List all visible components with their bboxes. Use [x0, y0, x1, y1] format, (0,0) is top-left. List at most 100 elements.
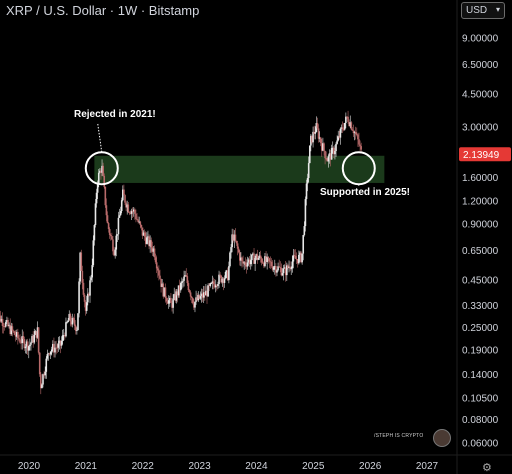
candle-body	[338, 136, 341, 138]
candle-body	[102, 165, 104, 176]
candle-body	[50, 349, 53, 352]
candle-body	[278, 266, 280, 268]
candle-body	[55, 347, 57, 349]
candle-body	[78, 281, 80, 314]
candle-body	[257, 258, 260, 260]
candle-body	[288, 266, 290, 268]
candle-body	[303, 226, 306, 236]
candle-body	[187, 283, 190, 291]
candle-body	[251, 254, 253, 261]
candle-body	[221, 278, 224, 283]
candle-body	[241, 257, 243, 262]
candle-body	[316, 123, 319, 129]
candle-body	[209, 283, 212, 286]
candle-body	[282, 268, 285, 274]
candle-body	[317, 128, 320, 139]
candle-body	[230, 247, 232, 253]
candle-body	[32, 336, 34, 343]
candle-body	[94, 203, 97, 226]
candle-body	[191, 297, 194, 304]
candle-body	[300, 252, 302, 263]
candle-body	[31, 336, 33, 343]
x-axis[interactable]: 2020 2021 2022 2023 2024 2025 2026 2027	[18, 461, 439, 472]
candle-body	[290, 268, 292, 270]
candle-body	[204, 292, 206, 296]
y-axis[interactable]: 9.00000 6.50000 4.50000 3.00000 1.60000 1.200…	[462, 34, 499, 450]
currency-selector[interactable]: USD ▾	[461, 2, 505, 19]
chart-title: XRP / U.S. Dollar · 1W · Bitstamp	[6, 3, 200, 18]
candle-body	[172, 298, 174, 308]
candle-body	[88, 293, 90, 296]
candle-body	[62, 335, 65, 336]
y-tick-label: 1.60000	[462, 173, 499, 184]
currency-label: USD	[466, 5, 488, 16]
candle-body	[45, 358, 48, 372]
candle-body	[83, 294, 86, 302]
candle-body	[322, 143, 324, 151]
candle-body	[235, 240, 238, 244]
candle-body	[169, 297, 171, 301]
candle-body	[101, 165, 103, 173]
annotation-rejected: Rejected in 2021!	[74, 109, 156, 120]
candle-body	[360, 146, 362, 150]
candle-body	[326, 159, 329, 162]
candle-body	[319, 137, 322, 144]
candle-body	[167, 300, 170, 304]
candle-body	[293, 254, 296, 256]
candle-body	[96, 183, 99, 193]
candle-body	[211, 281, 214, 284]
candle-body	[308, 145, 311, 164]
support-resistance-zone	[94, 155, 385, 183]
candle-body	[177, 285, 180, 296]
candle-body	[275, 266, 277, 273]
x-tick-label: 2026	[359, 461, 382, 472]
gear-icon[interactable]: ⚙	[482, 462, 492, 474]
candle-body	[237, 248, 240, 253]
candle-body	[99, 170, 101, 173]
candle-body	[74, 325, 77, 331]
candle-body	[354, 132, 357, 135]
candle-body	[30, 342, 32, 345]
candle-body	[268, 258, 271, 262]
candle-body	[272, 267, 275, 270]
candle-body	[349, 122, 352, 126]
candle-body	[188, 290, 191, 293]
candle-body	[196, 297, 198, 301]
candle-body	[27, 346, 30, 351]
x-tick-label: 2025	[302, 461, 325, 472]
candle-body	[174, 293, 177, 301]
candle-body	[351, 129, 354, 131]
candle-body	[310, 135, 312, 146]
candle-body	[76, 330, 78, 331]
candle-body	[253, 253, 255, 264]
candle-body	[258, 255, 261, 259]
candle-body	[35, 331, 38, 338]
x-tick-label: 2023	[188, 461, 211, 472]
candle-body	[189, 292, 192, 297]
candle-body	[328, 153, 331, 157]
candle-body	[294, 255, 297, 259]
candle-body	[301, 253, 303, 263]
candle-body	[47, 353, 50, 355]
candle-body	[33, 334, 36, 343]
candle-body	[43, 374, 45, 376]
candle-body	[18, 338, 20, 340]
candle-body	[91, 265, 93, 278]
highlight-circles	[84, 123, 376, 186]
candle-body	[57, 343, 60, 348]
y-tick-label: 6.50000	[462, 60, 499, 71]
candle-body	[67, 320, 69, 323]
candle-body	[48, 353, 51, 355]
candle-body	[176, 291, 179, 296]
candle-body	[342, 129, 345, 131]
candle-body	[0, 315, 2, 322]
candle-body	[239, 252, 241, 261]
candle-body	[124, 195, 126, 203]
candle-body	[249, 260, 252, 265]
candle-body	[266, 256, 268, 263]
candle-body	[158, 270, 160, 276]
candle-body	[89, 280, 91, 296]
candle-body	[313, 131, 315, 134]
